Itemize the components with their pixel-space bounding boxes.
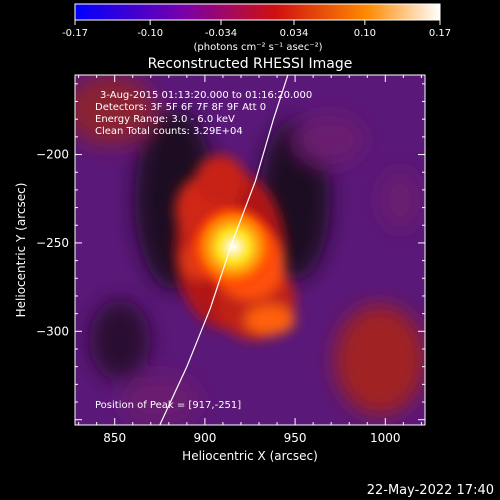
- solar-limb-curve: [159, 75, 289, 425]
- peak-hotspot: [188, 201, 279, 292]
- annotation-line: Detectors: 3F 5F 6F 7F 8F 9F Att 0: [95, 102, 266, 113]
- x-axis-label: Heliocentric X (arcsec): [182, 449, 318, 463]
- colorbar-unit-label: (photons cm⁻² s⁻¹ asec⁻²): [193, 42, 322, 53]
- annotation-line: 3-Aug-2015 01:13:20.000 to 01:16:20.000: [100, 90, 312, 101]
- colorbar: -0.17 -0.10 -0.034 0.034 0.10 0.17 (photons c…: [62, 3, 451, 53]
- observation-annotations: 3-Aug-2015 01:13:20.000 to 01:16:20.000D…: [95, 90, 312, 137]
- footer-date: 22-May-2022 17:40: [367, 483, 494, 498]
- x-axis: 850 900 950 1000: [78, 75, 422, 445]
- colorbar-tick-label: 0.034: [280, 28, 309, 39]
- annotation-line: Energy Range: 3.0 - 6.0 keV: [95, 114, 235, 125]
- heatmap-image: [75, 75, 425, 425]
- y-axis-label: Heliocentric Y (arcsec): [14, 183, 28, 318]
- peak-position-label: Position of Peak = [917,-251]: [95, 400, 241, 411]
- colorbar-tick-label: -0.17: [62, 28, 88, 39]
- y-tick-label: −200: [36, 148, 69, 162]
- y-axis: −200 −250 −300: [36, 83, 425, 421]
- y-tick-label: −300: [36, 324, 69, 338]
- plot-frame: [74, 74, 426, 426]
- plot-title: Reconstructed RHESSI Image: [148, 56, 353, 72]
- colorbar-tick-label: 0.10: [354, 28, 376, 39]
- x-tick-label: 850: [103, 431, 126, 445]
- colorbar-tick-label: 0.17: [429, 28, 451, 39]
- colorbar-tick-label: -0.10: [137, 28, 163, 39]
- x-tick-label: 1000: [370, 431, 401, 445]
- x-tick-label: 950: [284, 431, 307, 445]
- colorbar-gradient: [74, 3, 441, 21]
- colorbar-ticks: -0.17 -0.10 -0.034 0.034 0.10 0.17: [62, 20, 451, 39]
- y-tick-label: −250: [36, 236, 69, 250]
- colorbar-tick-label: -0.034: [205, 28, 237, 39]
- annotation-line: Clean Total counts: 3.29E+04: [95, 126, 243, 137]
- x-tick-label: 900: [193, 431, 216, 445]
